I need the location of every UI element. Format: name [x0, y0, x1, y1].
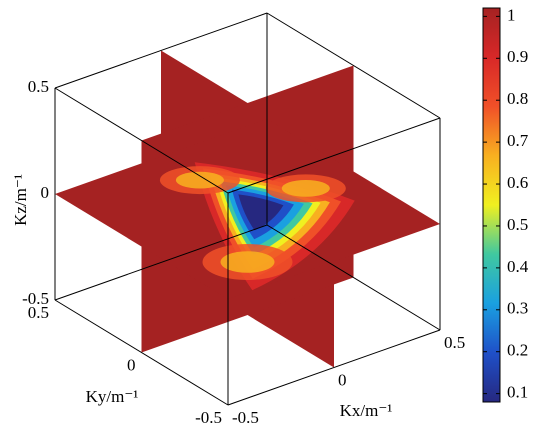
cube-edge [227, 329, 441, 406]
x-tick-label: 0.5 [444, 333, 465, 352]
slices [55, 50, 440, 368]
contour-level [238, 194, 284, 231]
cube-edge [266, 224, 441, 331]
z-tick-label: 0 [41, 183, 50, 202]
cube-edge [266, 12, 441, 119]
contour-lobe [175, 171, 224, 189]
x-tick-label: 0 [338, 370, 347, 389]
contour-lobe [281, 179, 330, 197]
z-tick-label: -0.5 [22, 289, 49, 308]
y-tick-label: 0 [127, 355, 136, 374]
colorbar-tick-label: 0.6 [507, 173, 528, 192]
colorbar-tick-label: 0.7 [507, 131, 529, 150]
colorbar-tick-label: 0.5 [507, 215, 528, 234]
z-tick-label: 0.5 [28, 77, 49, 96]
contour-lobe [220, 251, 275, 273]
cube-edge [54, 87, 229, 194]
colorbar-tick-label: 0.1 [507, 383, 528, 402]
cube-edge [227, 117, 441, 194]
colorbar-tick-label: 1 [507, 5, 516, 24]
cube-edge [54, 224, 268, 301]
y-axis-label: Ky/m⁻¹ [86, 387, 139, 406]
x-axis-label: Kx/m⁻¹ [340, 401, 393, 420]
cube-edge [54, 12, 268, 89]
colorbar-tick-label: 0.2 [507, 341, 528, 360]
colorbar [482, 7, 501, 403]
colorbar-tick-label: 0.8 [507, 89, 528, 108]
colorbar-tick-label: 0.3 [507, 299, 528, 318]
y-tick-label: -0.5 [195, 408, 222, 427]
cube-edge [54, 299, 229, 406]
colorbar-tick-label: 0.9 [507, 47, 528, 66]
y-tick-label: 0.5 [28, 303, 49, 322]
x-tick-label: -0.5 [232, 408, 259, 427]
colorbar-tick-label: 0.4 [507, 257, 529, 276]
z-axis-label: Kz/m⁻¹ [11, 174, 30, 226]
